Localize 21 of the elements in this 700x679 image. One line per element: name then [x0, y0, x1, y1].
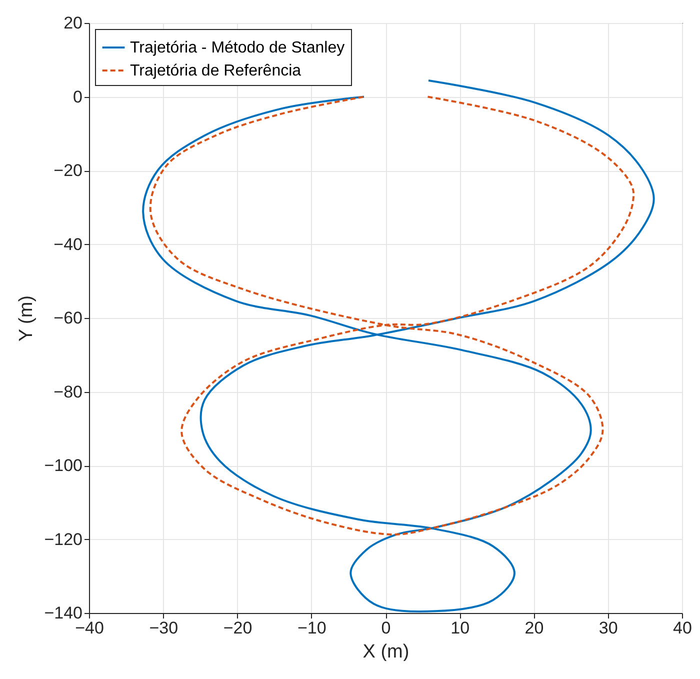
line-series	[142, 80, 655, 612]
y-axis-title: Y (m)	[16, 295, 38, 342]
x-tick-label: −20	[223, 618, 252, 638]
line-series	[149, 96, 635, 536]
y-tick-label: −100	[44, 456, 82, 475]
y-tick-label: 20	[64, 14, 82, 32]
y-tick-label: 0	[73, 87, 82, 106]
x-tick-label: 0	[381, 618, 391, 638]
x-tick-label: 20	[524, 618, 544, 638]
y-tick-label: −80	[54, 382, 82, 402]
y-tick-label: −40	[54, 234, 82, 254]
y-tick-label: −20	[54, 161, 82, 180]
x-tick-label: −30	[149, 618, 178, 638]
x-tick-label: 10	[450, 618, 470, 638]
x-tick-label: 40	[673, 618, 692, 638]
x-tick-label: −10	[297, 618, 326, 638]
y-tick-label: −60	[54, 308, 82, 328]
y-tick-label: −120	[44, 530, 82, 549]
legend-label: Trajetória de Referência	[130, 62, 302, 80]
x-tick-label: 30	[598, 618, 618, 638]
legend-label: Trajetória - Método de Stanley	[130, 40, 345, 56]
